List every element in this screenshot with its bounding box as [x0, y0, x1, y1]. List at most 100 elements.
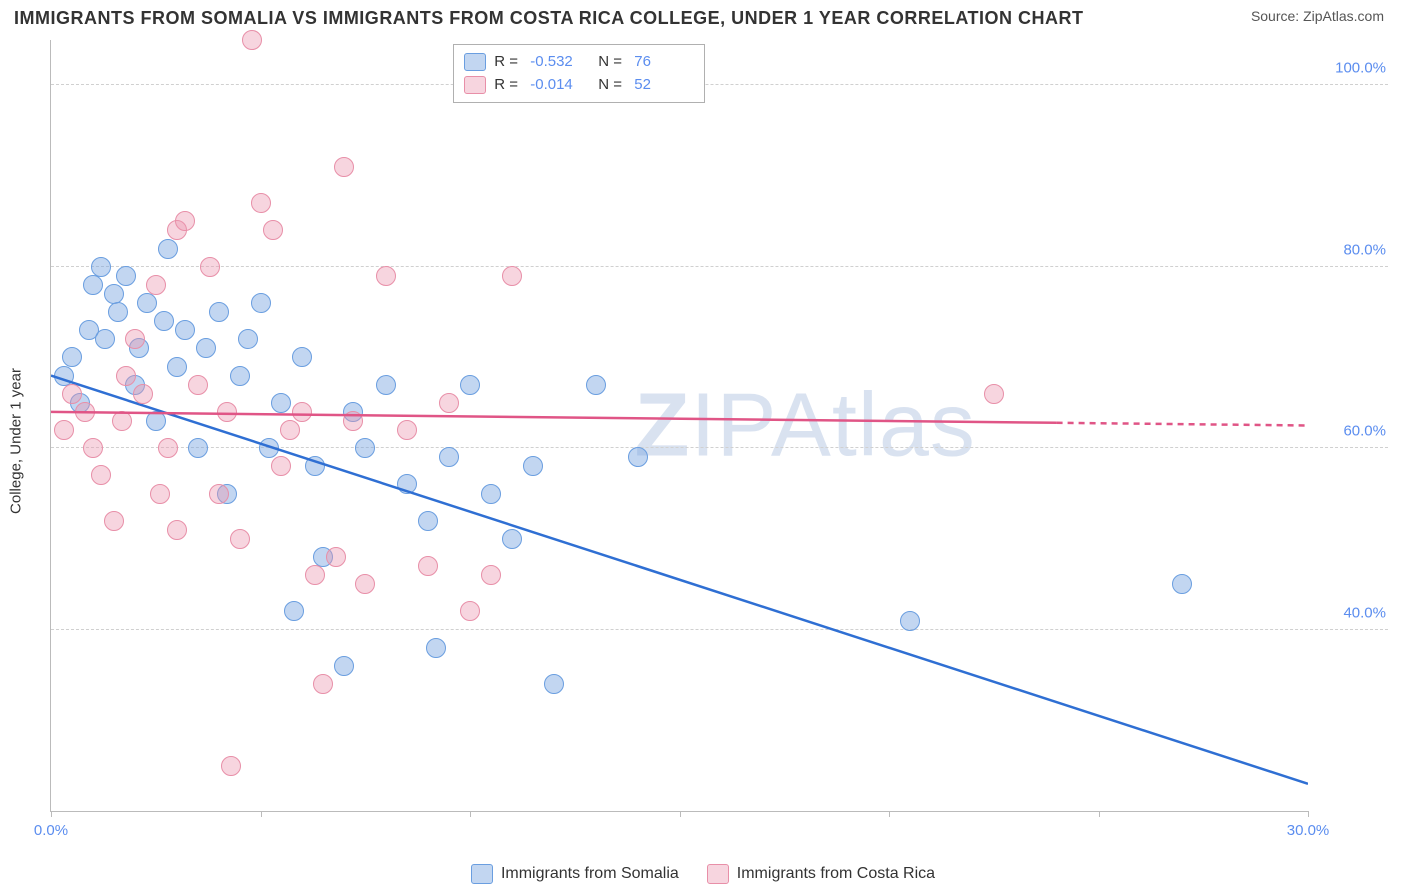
data-point-costarica [502, 266, 522, 286]
data-point-costarica [83, 438, 103, 458]
data-point-costarica [305, 565, 325, 585]
data-point-somalia [586, 375, 606, 395]
legend-correlation-row: R =-0.014N =52 [464, 74, 694, 97]
data-point-costarica [418, 556, 438, 576]
data-point-costarica [263, 220, 283, 240]
data-point-costarica [167, 520, 187, 540]
data-point-costarica [125, 329, 145, 349]
gridline [51, 629, 1388, 630]
data-point-somalia [426, 638, 446, 658]
data-point-costarica [230, 529, 250, 549]
trend-line-costarica [51, 40, 1308, 811]
data-point-somalia [544, 674, 564, 694]
n-value: 76 [634, 51, 694, 74]
y-tick-label: 100.0% [1314, 60, 1386, 77]
legend-correlation-row: R = -0.532 N = 76 [464, 51, 694, 74]
data-point-costarica [343, 411, 363, 431]
data-point-somalia [397, 474, 417, 494]
gridline [51, 84, 1388, 85]
r-value: -0.532 [530, 51, 590, 74]
legend-series-item: Immigrants from Costa Rica [707, 864, 935, 884]
x-tick-label: 0.0% [34, 822, 68, 839]
x-tick [889, 811, 890, 817]
data-point-somalia [83, 275, 103, 295]
data-point-costarica [54, 420, 74, 440]
data-point-somalia [158, 239, 178, 259]
data-point-costarica [158, 438, 178, 458]
data-point-somalia [1172, 574, 1192, 594]
gridline [51, 266, 1388, 267]
r-value: -0.014 [530, 74, 590, 97]
data-point-costarica [376, 266, 396, 286]
data-point-costarica [481, 565, 501, 585]
legend-swatch [707, 864, 729, 884]
trend-line-somalia [51, 40, 1308, 811]
legend-series-label: Immigrants from Somalia [501, 865, 679, 883]
data-point-costarica [116, 366, 136, 386]
data-point-somalia [116, 266, 136, 286]
r-label: R = [494, 74, 522, 97]
data-point-costarica [271, 456, 291, 476]
data-point-somalia [305, 456, 325, 476]
y-tick-label: 40.0% [1314, 604, 1386, 621]
data-point-somalia [104, 284, 124, 304]
data-point-costarica [313, 674, 333, 694]
data-point-somalia [95, 329, 115, 349]
watermark: ZIPAtlas [634, 374, 975, 477]
x-tick [680, 811, 681, 817]
data-point-somalia [334, 656, 354, 676]
data-point-somalia [91, 257, 111, 277]
data-point-somalia [439, 447, 459, 467]
data-point-somalia [376, 375, 396, 395]
plot-area: ZIPAtlas R =-0.532N =76R =-0.014N =52 40… [50, 40, 1308, 812]
legend-series-label: Immigrants from Costa Rica [737, 865, 935, 883]
chart-container: IMMIGRANTS FROM SOMALIA VS IMMIGRANTS FR… [0, 0, 1406, 892]
data-point-costarica [209, 484, 229, 504]
data-point-costarica [175, 211, 195, 231]
data-point-costarica [133, 384, 153, 404]
data-point-somalia [355, 438, 375, 458]
data-point-somalia [167, 357, 187, 377]
n-label: N = [598, 51, 626, 74]
data-point-costarica [62, 384, 82, 404]
legend-swatch [464, 76, 486, 94]
x-tick [51, 811, 52, 817]
data-point-costarica [221, 756, 241, 776]
data-point-costarica [112, 411, 132, 431]
gridline [51, 447, 1388, 448]
data-point-costarica [280, 420, 300, 440]
data-point-costarica [104, 511, 124, 531]
data-point-somalia [523, 456, 543, 476]
data-point-somalia [292, 347, 312, 367]
plot-wrap: College, Under 1 year ZIPAtlas R =-0.532… [50, 40, 1388, 842]
x-tick [470, 811, 471, 817]
data-point-costarica [200, 257, 220, 277]
data-point-somalia [230, 366, 250, 386]
data-point-somalia [108, 302, 128, 322]
data-point-somalia [502, 529, 522, 549]
data-point-somalia [137, 293, 157, 313]
data-point-somalia [284, 601, 304, 621]
data-point-costarica [326, 547, 346, 567]
r-label: R = [494, 51, 522, 74]
chart-title: IMMIGRANTS FROM SOMALIA VS IMMIGRANTS FR… [14, 8, 1084, 29]
legend-series-item: Immigrants from Somalia [471, 864, 679, 884]
legend-swatch [464, 53, 486, 71]
source-attribution: Source: ZipAtlas.com [1251, 8, 1384, 24]
data-point-somalia [460, 375, 480, 395]
x-tick [1099, 811, 1100, 817]
x-tick [261, 811, 262, 817]
data-point-somalia [154, 311, 174, 331]
data-point-costarica [355, 574, 375, 594]
data-point-somalia [209, 302, 229, 322]
data-point-costarica [460, 601, 480, 621]
data-point-somalia [251, 293, 271, 313]
n-value: 52 [634, 74, 694, 97]
data-point-costarica [439, 393, 459, 413]
data-point-somalia [188, 438, 208, 458]
series-legend: Immigrants from Somalia Immigrants from C… [0, 864, 1406, 884]
y-axis-label: College, Under 1 year [8, 368, 25, 514]
data-point-costarica [292, 402, 312, 422]
legend-swatch [471, 864, 493, 884]
x-tick [1308, 811, 1309, 817]
